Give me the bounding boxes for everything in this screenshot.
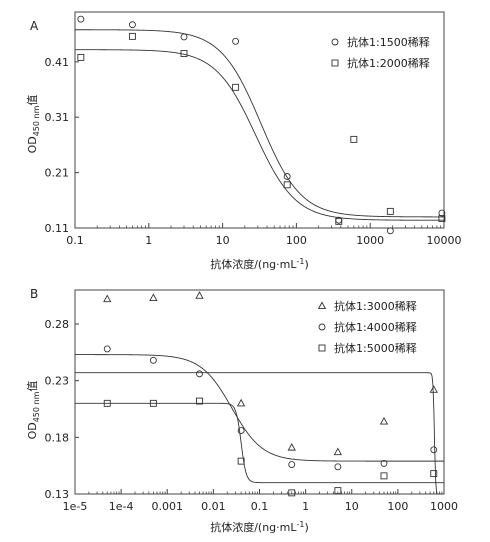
data-point-series-2	[386, 207, 394, 215]
y-tick-label: 0.13	[45, 488, 70, 501]
x-tick-label: 100	[286, 234, 307, 247]
data-point-series-1	[379, 416, 389, 425]
x-tick-label: 10	[345, 500, 359, 513]
x-tick-label: 0.1	[66, 234, 84, 247]
y-tick-label: 0.18	[45, 431, 70, 444]
data-point-series-3	[430, 470, 438, 478]
legend-label-3: 抗体1:5000稀释	[334, 341, 417, 355]
data-point-series-1	[77, 15, 85, 23]
data-point-series-2	[232, 83, 240, 91]
x-tick-label: 0.001	[152, 500, 184, 513]
data-point-series-1	[195, 291, 204, 299]
data-point-series-3	[196, 397, 203, 405]
legend-label-1: 抗体1:1500稀释	[347, 35, 430, 49]
data-point-series-2	[350, 135, 358, 143]
data-point-series-2	[149, 356, 157, 364]
x-tick-label: 1000	[356, 234, 384, 247]
x-tick-label: 1e-4	[109, 500, 134, 513]
data-point-series-1	[180, 33, 188, 41]
data-point-series-1	[333, 447, 343, 456]
y-tick-label: 0.28	[45, 318, 70, 331]
panel-label: B	[30, 287, 38, 301]
data-point-series-3	[149, 399, 157, 407]
x-tick-label: 10000	[427, 234, 462, 247]
data-point-series-2	[128, 32, 136, 40]
data-point-series-2	[334, 463, 342, 471]
fit-curve-1	[75, 372, 444, 495]
legend-label-2: 抗体1:4000稀释	[334, 320, 417, 334]
fit-curve-3	[75, 402, 444, 484]
x-tick-label: 0.01	[201, 500, 226, 513]
data-point-series-1	[232, 37, 240, 45]
data-point-series-1	[236, 398, 246, 407]
panel-label: A	[30, 19, 39, 33]
data-point-series-3	[237, 457, 245, 465]
legend-marker-1	[317, 301, 327, 310]
data-point-series-3	[380, 472, 388, 480]
legend-marker-2	[318, 323, 326, 331]
data-point-series-2	[77, 53, 85, 61]
x-tick-label: 0.1	[251, 500, 269, 513]
panel-a: A0.110.210.310.410.1 1 10 100 1000 10000抗体浓度/…	[26, 11, 462, 271]
fit-curve-1	[75, 29, 444, 218]
x-tick-label: 10	[216, 234, 230, 247]
data-point-series-1	[429, 385, 438, 393]
data-point-series-2	[335, 217, 343, 225]
data-point-series-2	[438, 215, 446, 223]
y-tick-label: 0.41	[45, 56, 70, 69]
data-point-series-2	[180, 50, 188, 57]
legend-marker-3	[318, 344, 326, 352]
legend-marker-1	[331, 38, 339, 46]
y-tick-label: 0.31	[45, 111, 70, 124]
data-point-series-2	[380, 459, 388, 467]
y-axis-label: OD450 nm值	[26, 95, 41, 154]
y-axis-label: OD450 nm值	[26, 381, 41, 440]
x-tick-label: 1	[145, 234, 152, 247]
data-point-series-2	[288, 461, 296, 468]
y-tick-label: 0.11	[45, 222, 70, 235]
data-point-series-2	[283, 181, 291, 189]
fit-curve-2	[75, 49, 444, 221]
x-tick-label: 1000	[430, 500, 458, 513]
data-point-series-1	[438, 209, 446, 217]
data-point-series-2	[196, 370, 203, 378]
x-axis-label: 抗体浓度/(ng·mL-1)	[210, 520, 309, 534]
x-tick-label: 100	[387, 500, 408, 513]
x-axis-label: 抗体浓度/(ng·mL-1)	[210, 257, 309, 271]
x-tick-label: 1e-5	[63, 500, 88, 513]
x-tick-label: 1	[302, 500, 309, 513]
plot-frame	[74, 11, 445, 229]
data-point-series-1	[149, 293, 158, 301]
data-point-series-3	[288, 489, 296, 497]
panel-b: B 0.13 0.18 0.23 0.28 1e-5 1e-4 0.001 0.01 0.1 1 10…	[26, 287, 458, 534]
data-point-series-2	[237, 427, 245, 434]
data-point-series-1	[287, 442, 296, 451]
data-point-series-1	[386, 227, 394, 235]
legend-marker-2	[331, 59, 339, 67]
data-point-series-1	[283, 173, 291, 180]
y-tick-label: 0.21	[45, 167, 70, 180]
data-point-series-1	[103, 294, 112, 303]
data-point-series-3	[103, 399, 111, 407]
y-tick-label: 0.23	[45, 375, 70, 388]
data-point-series-1	[128, 21, 136, 29]
data-point-series-2	[103, 345, 111, 353]
data-point-series-2	[430, 446, 438, 454]
fit-curve-2	[75, 354, 444, 462]
legend-label-2: 抗体1:2000稀释	[347, 56, 430, 70]
legend-label-1: 抗体1:3000稀释	[334, 299, 417, 313]
data-point-series-3	[334, 487, 342, 495]
